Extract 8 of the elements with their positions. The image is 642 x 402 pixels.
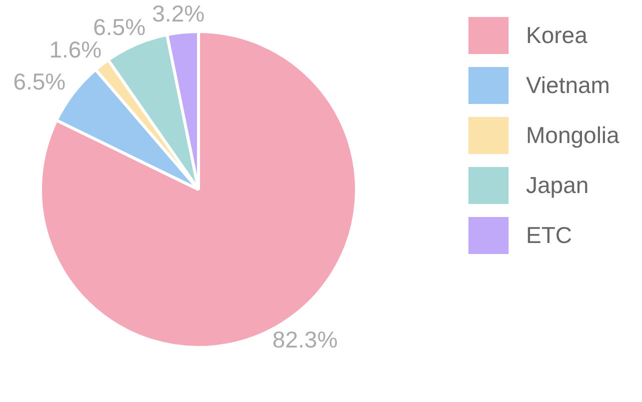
data-label: 6.5% — [13, 68, 66, 94]
data-label: 82.3% — [272, 326, 338, 353]
legend-label: Vietnam — [526, 70, 610, 100]
legend-label: Japan — [526, 170, 589, 200]
legend-label: ETC — [526, 220, 572, 250]
legend-label: Korea — [526, 20, 588, 50]
data-label: 3.2% — [152, 0, 205, 26]
legend-label: Mongolia — [526, 120, 620, 150]
